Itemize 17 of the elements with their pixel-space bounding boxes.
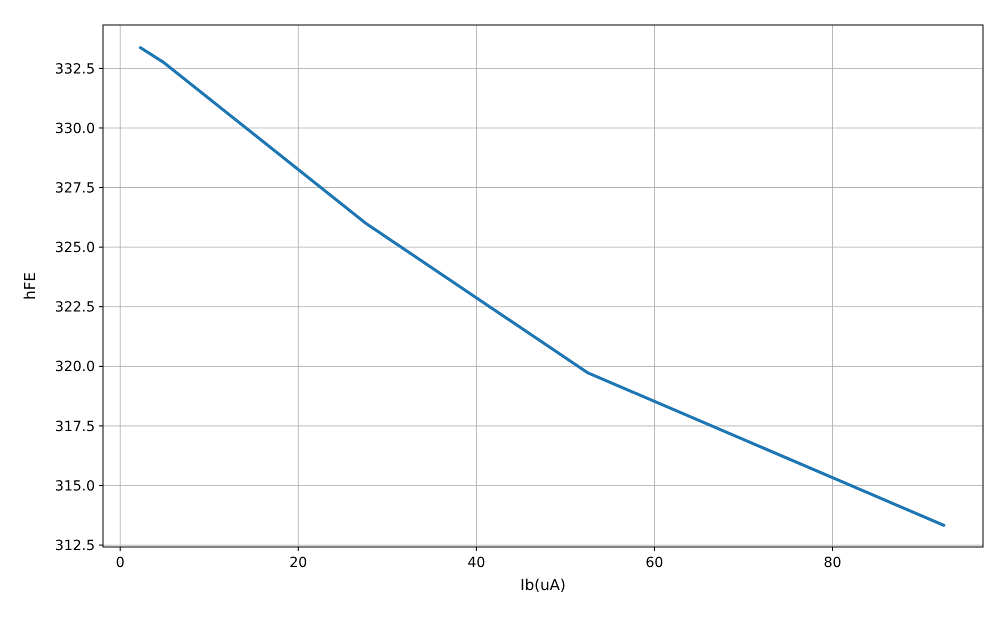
y-tick-label: 317.5 xyxy=(54,418,95,435)
y-axis-title: hFE xyxy=(21,272,39,300)
y-tick-label: 325.0 xyxy=(54,240,95,256)
y-tick-label: 327.5 xyxy=(54,180,95,196)
y-tick-label: 332.5 xyxy=(54,61,95,78)
x-tick-label: 80 xyxy=(824,555,842,571)
y-tick-label: 312.5 xyxy=(54,538,95,554)
x-tick-label: 20 xyxy=(289,555,308,571)
y-tick-label: 322.5 xyxy=(54,300,95,316)
y-tick-label: 315.0 xyxy=(54,478,95,494)
x-tick-label: 40 xyxy=(467,555,486,571)
line-series xyxy=(138,46,946,527)
y-tick-label: 320.0 xyxy=(54,359,95,376)
x-tick-label: 0 xyxy=(116,555,125,571)
y-tick-label: 330.0 xyxy=(54,120,95,137)
x-axis-title: Ib(uA) xyxy=(520,576,566,594)
x-tick-label: 60 xyxy=(646,555,664,571)
